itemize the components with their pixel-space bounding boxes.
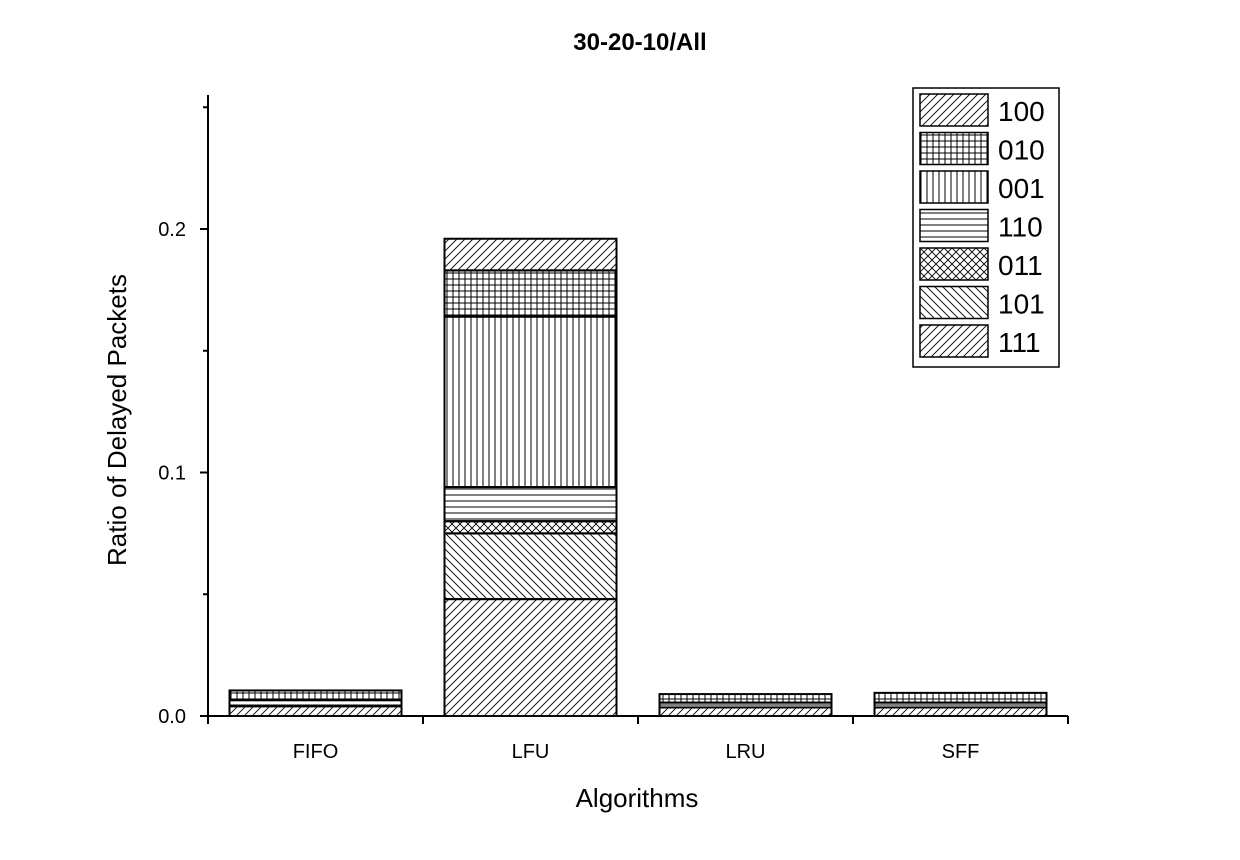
bar-segment-101: [443, 532, 618, 601]
legend-label: 001: [998, 173, 1045, 204]
legend-swatch-101: [919, 285, 989, 320]
bars-group: [228, 237, 1048, 718]
legend-swatch-001: [919, 170, 989, 204]
chart-title: 30-20-10/All: [573, 29, 706, 56]
bar-segment-010: [228, 689, 403, 702]
bar-segment-100: [443, 237, 618, 272]
y-ticks-group: 0.0 0.1 0.2: [158, 106, 208, 728]
legend-swatch-111: [919, 324, 989, 358]
y-tick-label: 0.2: [158, 219, 186, 241]
legend-label: 010: [998, 135, 1045, 166]
legend-label: 101: [998, 289, 1045, 320]
legend: 100 010 001 110 011 101 111: [912, 87, 1060, 368]
bar-segment-011: [443, 520, 618, 535]
legend-label: 100: [998, 96, 1045, 127]
legend-swatch-010: [919, 131, 989, 166]
bar-segment-111: [228, 705, 403, 718]
bar-segment-001: [443, 315, 618, 489]
bar-segment-010: [658, 693, 833, 704]
legend-label: 111: [998, 327, 1041, 358]
x-tick-label: LFU: [512, 741, 550, 763]
x-tick-label: SFF: [942, 741, 980, 763]
legend-swatch-110: [919, 208, 989, 243]
x-axis-label: Algorithms: [576, 783, 699, 813]
legend-swatch-011: [919, 247, 989, 281]
bar-segment-111: [658, 706, 833, 717]
y-tick-label: 0.0: [158, 706, 186, 728]
x-tick-label: FIFO: [293, 741, 339, 763]
bar-segment-110: [443, 486, 618, 523]
bar-segment-111: [443, 598, 618, 717]
y-tick-label: 0.1: [158, 463, 186, 485]
x-ticks-group: FIFO LFU LRU SFF: [207, 716, 1069, 763]
legend-swatch-100: [919, 93, 989, 127]
bar-segment-010: [873, 691, 1048, 704]
y-axis-label: Ratio of Delayed Packets: [102, 274, 132, 566]
bar-segment-010: [443, 269, 618, 318]
legend-label: 011: [998, 250, 1043, 281]
legend-label: 110: [998, 212, 1043, 243]
x-tick-label: LRU: [725, 741, 765, 763]
bar-segment-111: [873, 706, 1048, 717]
